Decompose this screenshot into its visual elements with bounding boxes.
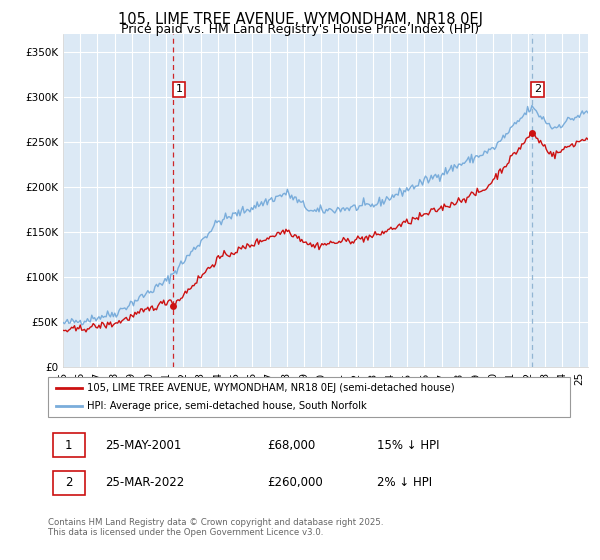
Text: Price paid vs. HM Land Registry's House Price Index (HPI): Price paid vs. HM Land Registry's House … (121, 22, 479, 36)
Text: £68,000: £68,000 (267, 438, 316, 451)
Text: 25-MAR-2022: 25-MAR-2022 (106, 477, 185, 489)
Text: £260,000: £260,000 (267, 477, 323, 489)
FancyBboxPatch shape (53, 471, 85, 495)
Text: 1: 1 (65, 438, 73, 451)
Text: HPI: Average price, semi-detached house, South Norfolk: HPI: Average price, semi-detached house,… (87, 401, 367, 411)
Text: Contains HM Land Registry data © Crown copyright and database right 2025.
This d: Contains HM Land Registry data © Crown c… (48, 518, 383, 538)
Text: 2: 2 (534, 85, 541, 95)
Text: 2% ↓ HPI: 2% ↓ HPI (377, 477, 432, 489)
Text: 1: 1 (175, 85, 182, 95)
FancyBboxPatch shape (48, 377, 570, 417)
Text: 25-MAY-2001: 25-MAY-2001 (106, 438, 182, 451)
Text: 105, LIME TREE AVENUE, WYMONDHAM, NR18 0EJ (semi-detached house): 105, LIME TREE AVENUE, WYMONDHAM, NR18 0… (87, 383, 455, 393)
FancyBboxPatch shape (53, 433, 85, 457)
Text: 15% ↓ HPI: 15% ↓ HPI (377, 438, 439, 451)
Text: 2: 2 (65, 477, 73, 489)
Text: 105, LIME TREE AVENUE, WYMONDHAM, NR18 0EJ: 105, LIME TREE AVENUE, WYMONDHAM, NR18 0… (118, 12, 482, 26)
